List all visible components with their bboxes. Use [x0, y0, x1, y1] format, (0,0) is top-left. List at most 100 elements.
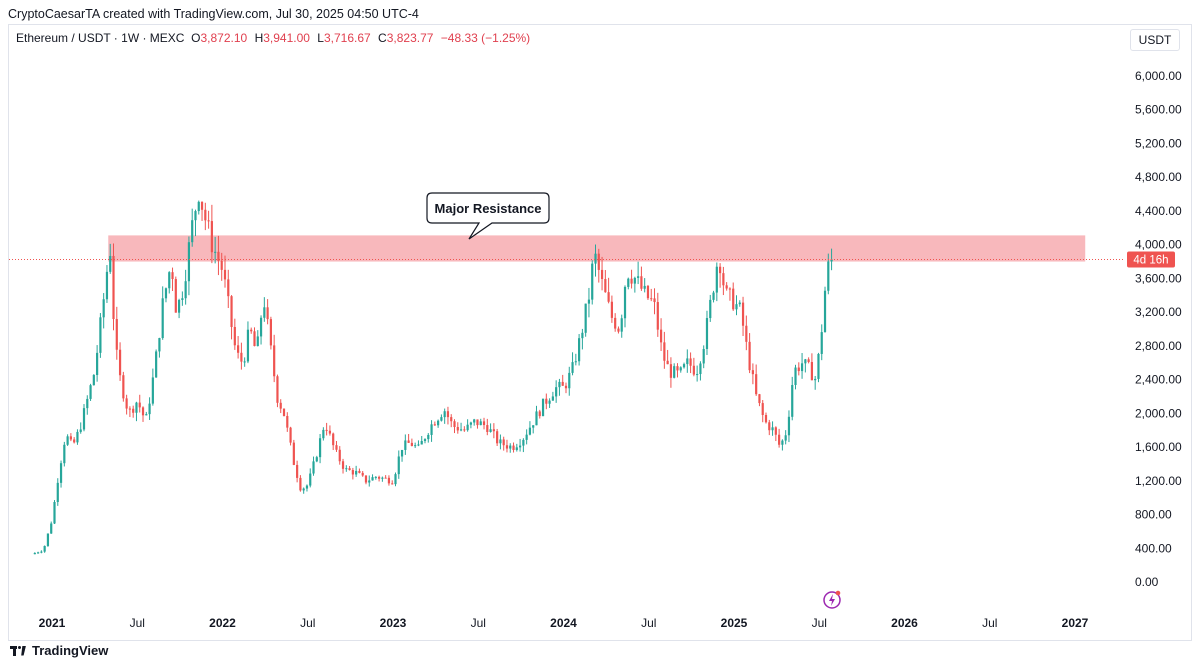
candle-body: [76, 431, 79, 443]
candle-body: [227, 279, 230, 297]
candle-body: [482, 421, 486, 426]
y-tick-label: 400.00: [1135, 541, 1172, 555]
candle-body: [361, 472, 364, 476]
candle-body: [325, 429, 328, 431]
candle-body: [292, 442, 295, 465]
candle-body: [151, 377, 154, 404]
candle-body: [761, 403, 764, 416]
y-tick-label: 4,000.00: [1135, 238, 1182, 252]
candle-body: [220, 260, 223, 270]
candle-body: [597, 253, 600, 270]
y-tick-label: 5,600.00: [1135, 103, 1182, 117]
candle-body: [237, 345, 240, 353]
annotation-callout[interactable]: [426, 192, 550, 240]
candle-body: [768, 422, 771, 431]
candle-body: [528, 427, 532, 435]
x-tick-label: 2024: [550, 616, 577, 630]
candle-body: [738, 302, 741, 305]
y-tick-label: 0.00: [1135, 575, 1159, 589]
candle-body: [594, 253, 597, 264]
candle-body: [223, 269, 227, 280]
candle-body: [368, 480, 371, 483]
candle-body: [545, 398, 548, 404]
candle-body: [518, 445, 522, 448]
x-tick-label: 2021: [39, 616, 66, 630]
candle-body: [338, 449, 341, 462]
candle-body: [486, 425, 489, 432]
candle-body: [420, 440, 423, 445]
candle-body: [200, 201, 204, 210]
candle-body: [315, 457, 318, 462]
candle-body: [479, 421, 482, 426]
symbol-name: Ethereum / USDT · 1W · MEXC: [16, 31, 185, 45]
candle-body: [191, 220, 194, 243]
candle-body: [551, 396, 554, 401]
candle-body: [555, 387, 558, 397]
candle-body: [115, 319, 118, 350]
candle-body: [643, 285, 646, 289]
candle-body: [391, 483, 394, 485]
candle-body: [564, 385, 568, 389]
candle-body: [735, 304, 738, 310]
candle-body: [653, 298, 656, 303]
candle-body: [538, 411, 541, 417]
candle-body: [197, 201, 200, 212]
candle-body: [240, 352, 243, 362]
candle-body: [463, 429, 466, 431]
candle-body: [614, 317, 617, 329]
countdown-label: 4d 16h: [1133, 255, 1168, 267]
candle-body: [207, 220, 210, 222]
candle-body: [384, 477, 387, 479]
candle-body: [194, 211, 197, 221]
candle-body: [584, 303, 587, 333]
candle-body: [591, 263, 594, 300]
candle-body: [204, 209, 207, 221]
candle-body: [745, 325, 748, 342]
candle-body: [771, 427, 774, 431]
candle-body: [184, 281, 187, 299]
x-tick-label: Jul: [641, 616, 656, 630]
candle-body: [345, 468, 348, 470]
candle-body: [659, 329, 663, 343]
candle-body: [784, 435, 787, 441]
candle-body: [640, 276, 643, 289]
candle-body: [541, 398, 545, 417]
candle-body: [718, 266, 722, 274]
candle-body: [417, 444, 420, 446]
candle-body: [364, 475, 368, 483]
flash-icon[interactable]: [823, 591, 841, 609]
currency-button[interactable]: USDT: [1130, 29, 1180, 51]
candle-body: [686, 358, 689, 365]
candle-body: [794, 367, 797, 385]
candle-body: [525, 434, 528, 440]
tradingview-logo[interactable]: TradingView: [10, 643, 108, 658]
candle-body: [515, 447, 518, 450]
candle-body: [400, 449, 404, 457]
candle-body: [56, 482, 59, 503]
candle-body: [92, 375, 95, 386]
candle-body: [453, 421, 456, 428]
candle-body: [86, 398, 89, 409]
candle-body: [328, 430, 332, 434]
y-tick-label: 2,400.00: [1135, 373, 1182, 387]
candle-body: [791, 384, 794, 417]
candle-body: [646, 285, 650, 299]
candle-body: [355, 470, 358, 475]
candle-body: [158, 338, 161, 352]
candle-body: [266, 307, 269, 320]
candle-body: [99, 317, 102, 353]
candle-body: [610, 301, 613, 318]
candle-body: [630, 278, 633, 284]
candle-body: [286, 415, 289, 428]
y-tick-label: 4,800.00: [1135, 170, 1182, 184]
candle-body: [217, 251, 220, 261]
candle-body: [33, 553, 36, 555]
candle-body: [505, 445, 509, 449]
candle-body: [800, 363, 804, 372]
candle-body: [73, 439, 76, 443]
candle-body: [663, 342, 666, 361]
x-tick-label: 2026: [891, 616, 918, 630]
candle-body: [177, 299, 181, 313]
candle-body: [535, 411, 538, 426]
